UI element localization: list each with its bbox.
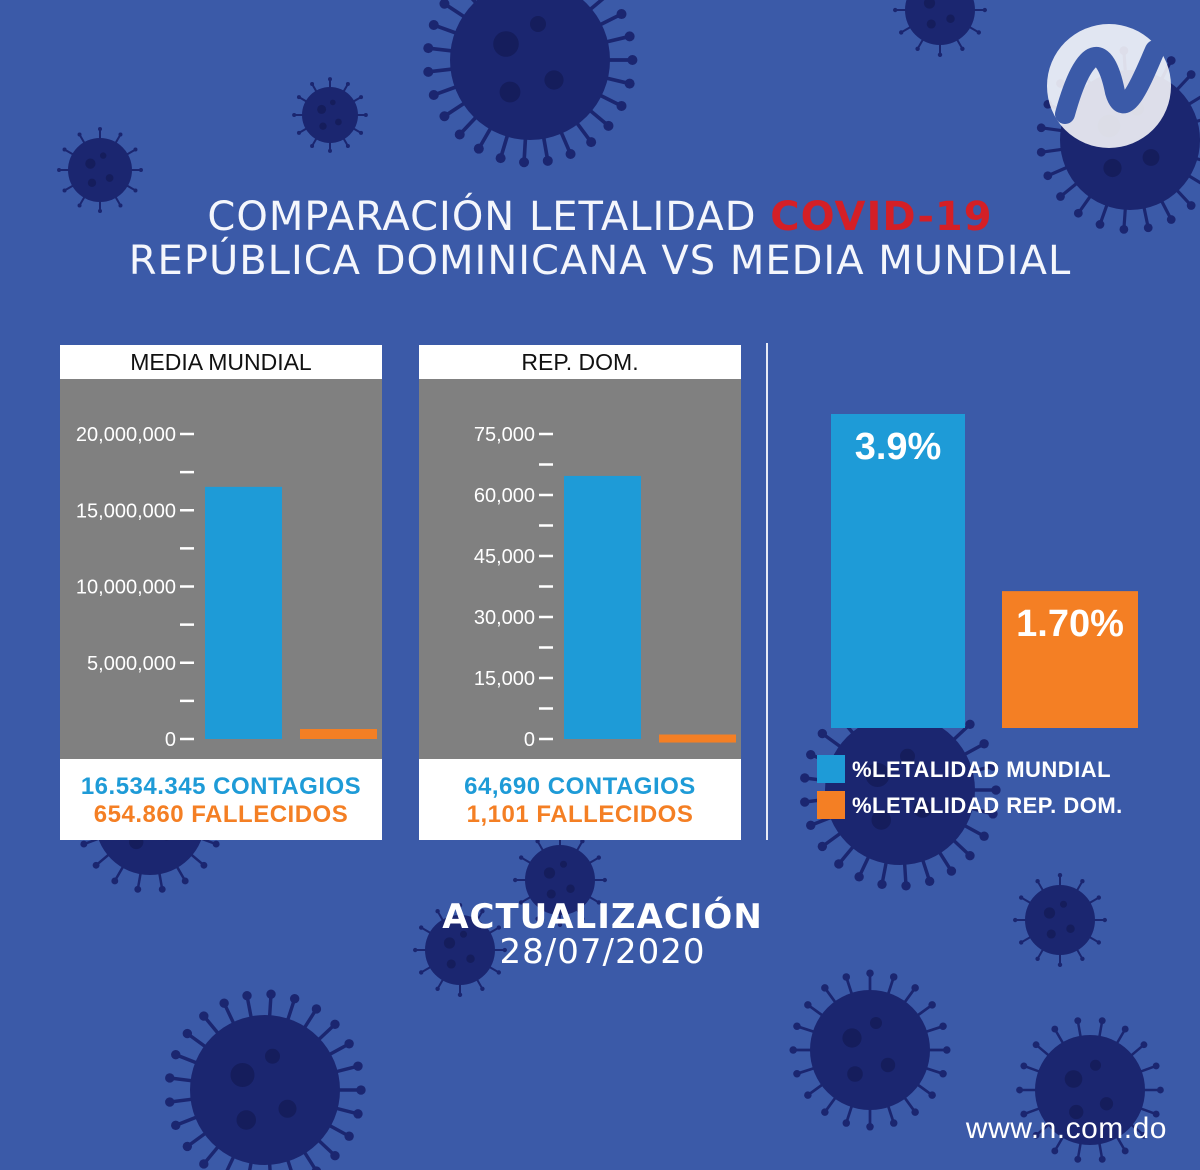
virus-icon <box>57 127 143 213</box>
contagios-label: 64,690 CONTAGIOS <box>464 773 696 800</box>
panel-media-mundial: MEDIA MUNDIAL 0 5,000,000 10,000,000 15,000… <box>60 345 382 840</box>
virus-icon <box>893 0 987 57</box>
y-tick-label: 0 <box>524 729 535 751</box>
chart-rep-dom: 0 15,000 30,000 45,000 60,000 75,000 <box>474 424 736 751</box>
virus-icon <box>800 689 1001 891</box>
legend-label: %LETALIDAD MUNDIAL <box>852 757 1112 782</box>
virus-icon <box>1016 1017 1164 1163</box>
title-line2: REPÚBLICA DOMINICANA VS MEDIA MUNDIAL <box>128 238 1072 284</box>
chart-media-mundial: 0 5,000,000 10,000,000 15,000,000 20,000,000 <box>76 424 377 751</box>
virus-icon <box>413 903 507 997</box>
bar-fallecidos <box>659 734 736 743</box>
bar-value-label: 1.70% <box>1016 603 1124 645</box>
panel-rep-dom: REP. DOM. 0 15,000 30,000 45,000 60,000 75,00… <box>419 345 741 840</box>
bar-value-label: 3.9% <box>855 426 942 468</box>
update-label: ACTUALIZACIÓN <box>442 897 763 937</box>
fallecidos-label: 1,101 FALLECIDOS <box>466 801 694 828</box>
logo-icon <box>1047 24 1171 148</box>
y-tick-label: 10,000,000 <box>76 577 176 599</box>
virus-icon <box>1013 873 1107 967</box>
chart-letalidad: 3.9% 1.70% <box>831 414 1138 728</box>
update-date: 28/07/2020 <box>499 932 706 972</box>
virus-icon <box>165 989 366 1170</box>
y-tick-label: 0 <box>165 729 176 751</box>
title-highlight: COVID-19 <box>770 194 993 240</box>
title-prefix: COMPARACIÓN LETALIDAD <box>207 194 771 240</box>
y-tick-label: 5,000,000 <box>87 653 176 675</box>
virus-icon <box>423 0 638 168</box>
y-tick-label: 15,000 <box>474 668 535 690</box>
virus-icon <box>292 77 368 153</box>
bar-contagios <box>205 486 282 739</box>
legend-swatch-blue <box>817 755 845 783</box>
y-tick-label: 60,000 <box>474 485 535 507</box>
bar-letalidad-mundial <box>831 414 965 728</box>
y-tick-label: 45,000 <box>474 546 535 568</box>
panel-title: MEDIA MUNDIAL <box>60 345 382 379</box>
contagios-label: 16.534.345 CONTAGIOS <box>80 773 362 800</box>
y-tick-label: 20,000,000 <box>76 424 176 446</box>
legend-swatch-orange <box>817 791 845 819</box>
panel-title: REP. DOM. <box>419 345 741 379</box>
virus-icon <box>513 833 607 927</box>
virus-icon <box>789 969 951 1131</box>
legend-label: %LETALIDAD REP. DOM. <box>852 793 1123 818</box>
bar-contagios <box>564 475 641 739</box>
y-tick-label: 30,000 <box>474 607 535 629</box>
panel-footer: 16.534.345 CONTAGIOS 654.860 FALLECIDOS <box>60 759 382 840</box>
bar-letalidad-rep-dom <box>1002 591 1138 728</box>
y-tick-label: 15,000,000 <box>76 500 176 522</box>
fallecidos-label: 654.860 FALLECIDOS <box>93 801 349 828</box>
y-tick-label: 75,000 <box>474 424 535 446</box>
website-link[interactable]: www.n.com.do <box>965 1112 1167 1145</box>
divider <box>766 343 768 840</box>
bar-fallecidos <box>300 729 377 739</box>
panel-footer: 64,690 CONTAGIOS 1,101 FALLECIDOS <box>419 759 741 840</box>
title-line1: COMPARACIÓN LETALIDAD COVID-19 <box>0 194 1200 240</box>
